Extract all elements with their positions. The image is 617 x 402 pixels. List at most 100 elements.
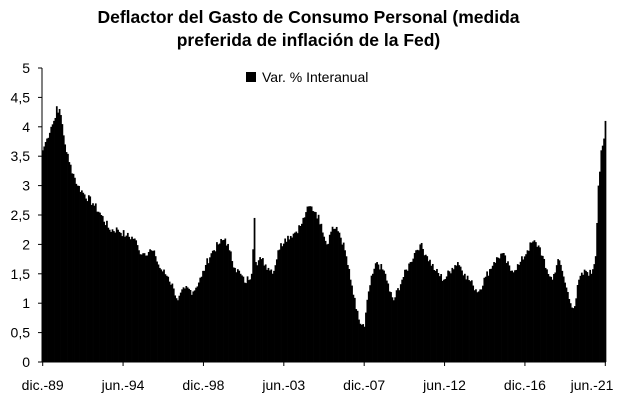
data-bar [516, 264, 519, 362]
data-bar [594, 256, 597, 362]
data-bar [576, 285, 579, 362]
data-bar [450, 273, 452, 362]
data-bar [292, 233, 295, 362]
data-bar [235, 272, 238, 362]
data-bar [484, 276, 487, 362]
data-bar [451, 267, 454, 362]
data-bar [376, 262, 378, 362]
data-bar [395, 290, 398, 362]
data-bar [540, 255, 543, 362]
data-bar [338, 232, 341, 362]
data-bar [230, 251, 232, 362]
data-bar [397, 288, 399, 362]
data-bar [324, 240, 327, 362]
data-bar [534, 242, 537, 362]
y-tick-label: 3 [22, 178, 30, 194]
data-bar [497, 257, 500, 362]
data-bar [367, 291, 370, 362]
data-bar [224, 238, 227, 362]
data-bar [234, 267, 236, 362]
data-bar [362, 324, 365, 362]
data-bar [560, 264, 562, 362]
data-bar [454, 265, 456, 362]
data-bar [493, 262, 495, 362]
data-bar [313, 211, 316, 362]
data-bar [587, 275, 590, 362]
data-bar [312, 211, 314, 362]
data-bar [69, 164, 72, 362]
data-bar [553, 273, 555, 362]
data-bar [546, 269, 548, 362]
data-bar [61, 124, 64, 362]
data-bar [514, 270, 516, 362]
data-bar [358, 319, 360, 362]
data-bar [50, 126, 53, 362]
data-bar [256, 265, 259, 362]
data-bar [476, 292, 479, 362]
data-bar [419, 244, 422, 362]
data-bar [218, 243, 221, 362]
data-bar [97, 211, 100, 362]
data-bar [544, 267, 547, 362]
data-bar [157, 264, 160, 362]
data-bar [195, 287, 197, 362]
data-bar [76, 185, 79, 362]
data-bar [149, 249, 151, 362]
data-bar [65, 152, 68, 362]
data-bar [530, 242, 533, 362]
data-bar [133, 238, 136, 362]
data-bar [86, 201, 89, 362]
data-bar [119, 232, 122, 362]
data-bar [475, 289, 477, 362]
data-bar [228, 250, 231, 362]
data-bar [523, 256, 526, 362]
data-bar [92, 203, 94, 362]
data-bar [441, 280, 444, 362]
x-tick-label: dic.-98 [182, 377, 224, 393]
data-bar [483, 277, 486, 362]
data-bar [447, 270, 449, 362]
data-bar [57, 112, 60, 362]
data-bar [337, 231, 339, 362]
data-bar [573, 306, 576, 362]
data-bar [223, 239, 225, 362]
data-bar [104, 225, 107, 362]
data-bar [482, 285, 484, 362]
data-bar [356, 310, 359, 362]
data-bar [273, 270, 275, 362]
data-bar [340, 237, 342, 362]
data-bar [266, 269, 268, 362]
data-bar [103, 221, 106, 362]
data-bar [217, 244, 220, 362]
data-bar [550, 276, 553, 362]
data-bar [275, 259, 278, 362]
data-bar [423, 255, 426, 362]
data-bar [132, 238, 135, 362]
data-bar [504, 255, 507, 362]
data-bar [129, 239, 132, 362]
data-bar [509, 270, 512, 362]
data-bar [539, 247, 541, 362]
data-bar [257, 260, 260, 362]
data-bar [589, 269, 592, 362]
data-bar [124, 236, 126, 362]
data-bar [572, 308, 575, 362]
data-bar [263, 265, 266, 362]
data-bar [342, 242, 345, 362]
data-bar [537, 245, 540, 362]
data-bar [191, 294, 193, 362]
y-tick-label: 0 [22, 354, 30, 370]
data-bar [379, 269, 381, 362]
data-bar [583, 269, 586, 362]
data-bar [554, 272, 557, 362]
data-bar [406, 270, 409, 362]
data-bar [593, 264, 596, 362]
data-bar [405, 269, 408, 362]
data-bar [314, 212, 317, 362]
data-bar [433, 270, 436, 362]
data-bar [280, 243, 282, 362]
data-bar [408, 263, 410, 362]
data-bar [287, 235, 289, 362]
data-bar [571, 307, 573, 362]
x-tick-label: jun.-12 [422, 377, 466, 393]
